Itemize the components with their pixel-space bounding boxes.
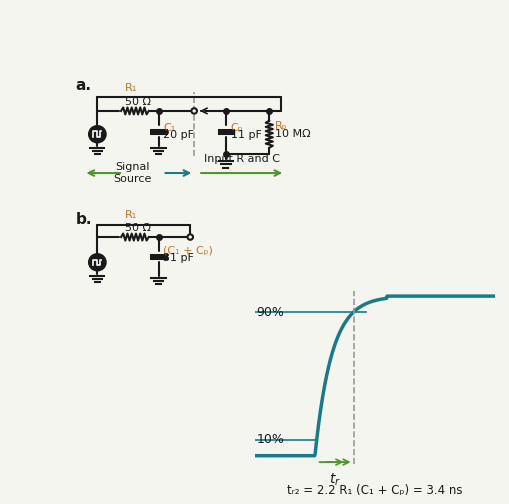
Text: R₁: R₁	[125, 210, 137, 220]
Text: 10 MΩ: 10 MΩ	[275, 129, 310, 139]
Text: Rₚ: Rₚ	[275, 121, 287, 132]
Circle shape	[89, 254, 106, 271]
Text: b.: b.	[75, 212, 92, 227]
Circle shape	[191, 108, 196, 113]
Text: 20 pF: 20 pF	[163, 130, 194, 140]
Text: 31 pF: 31 pF	[163, 254, 194, 264]
Text: Cₚ: Cₚ	[230, 123, 243, 134]
Text: C₁: C₁	[163, 123, 175, 134]
Text: Input R and C: Input R and C	[203, 155, 279, 164]
Text: tᵣ₂ = 2.2 R₁ (C₁ + Cₚ) = 3.4 ns: tᵣ₂ = 2.2 R₁ (C₁ + Cₚ) = 3.4 ns	[287, 484, 462, 497]
Circle shape	[89, 125, 106, 143]
Text: 90%: 90%	[256, 305, 284, 319]
Circle shape	[187, 234, 192, 239]
Text: 50 Ω: 50 Ω	[125, 97, 151, 107]
Text: a.: a.	[75, 78, 92, 93]
Text: 50 Ω: 50 Ω	[125, 223, 151, 233]
Text: 10%: 10%	[256, 433, 284, 446]
Text: Signal
Source: Signal Source	[114, 162, 152, 184]
Text: 11 pF: 11 pF	[230, 130, 261, 140]
Text: $t_r$: $t_r$	[328, 472, 341, 488]
Text: R₁: R₁	[125, 84, 137, 93]
Text: (C₁ + Cₚ): (C₁ + Cₚ)	[163, 245, 213, 256]
